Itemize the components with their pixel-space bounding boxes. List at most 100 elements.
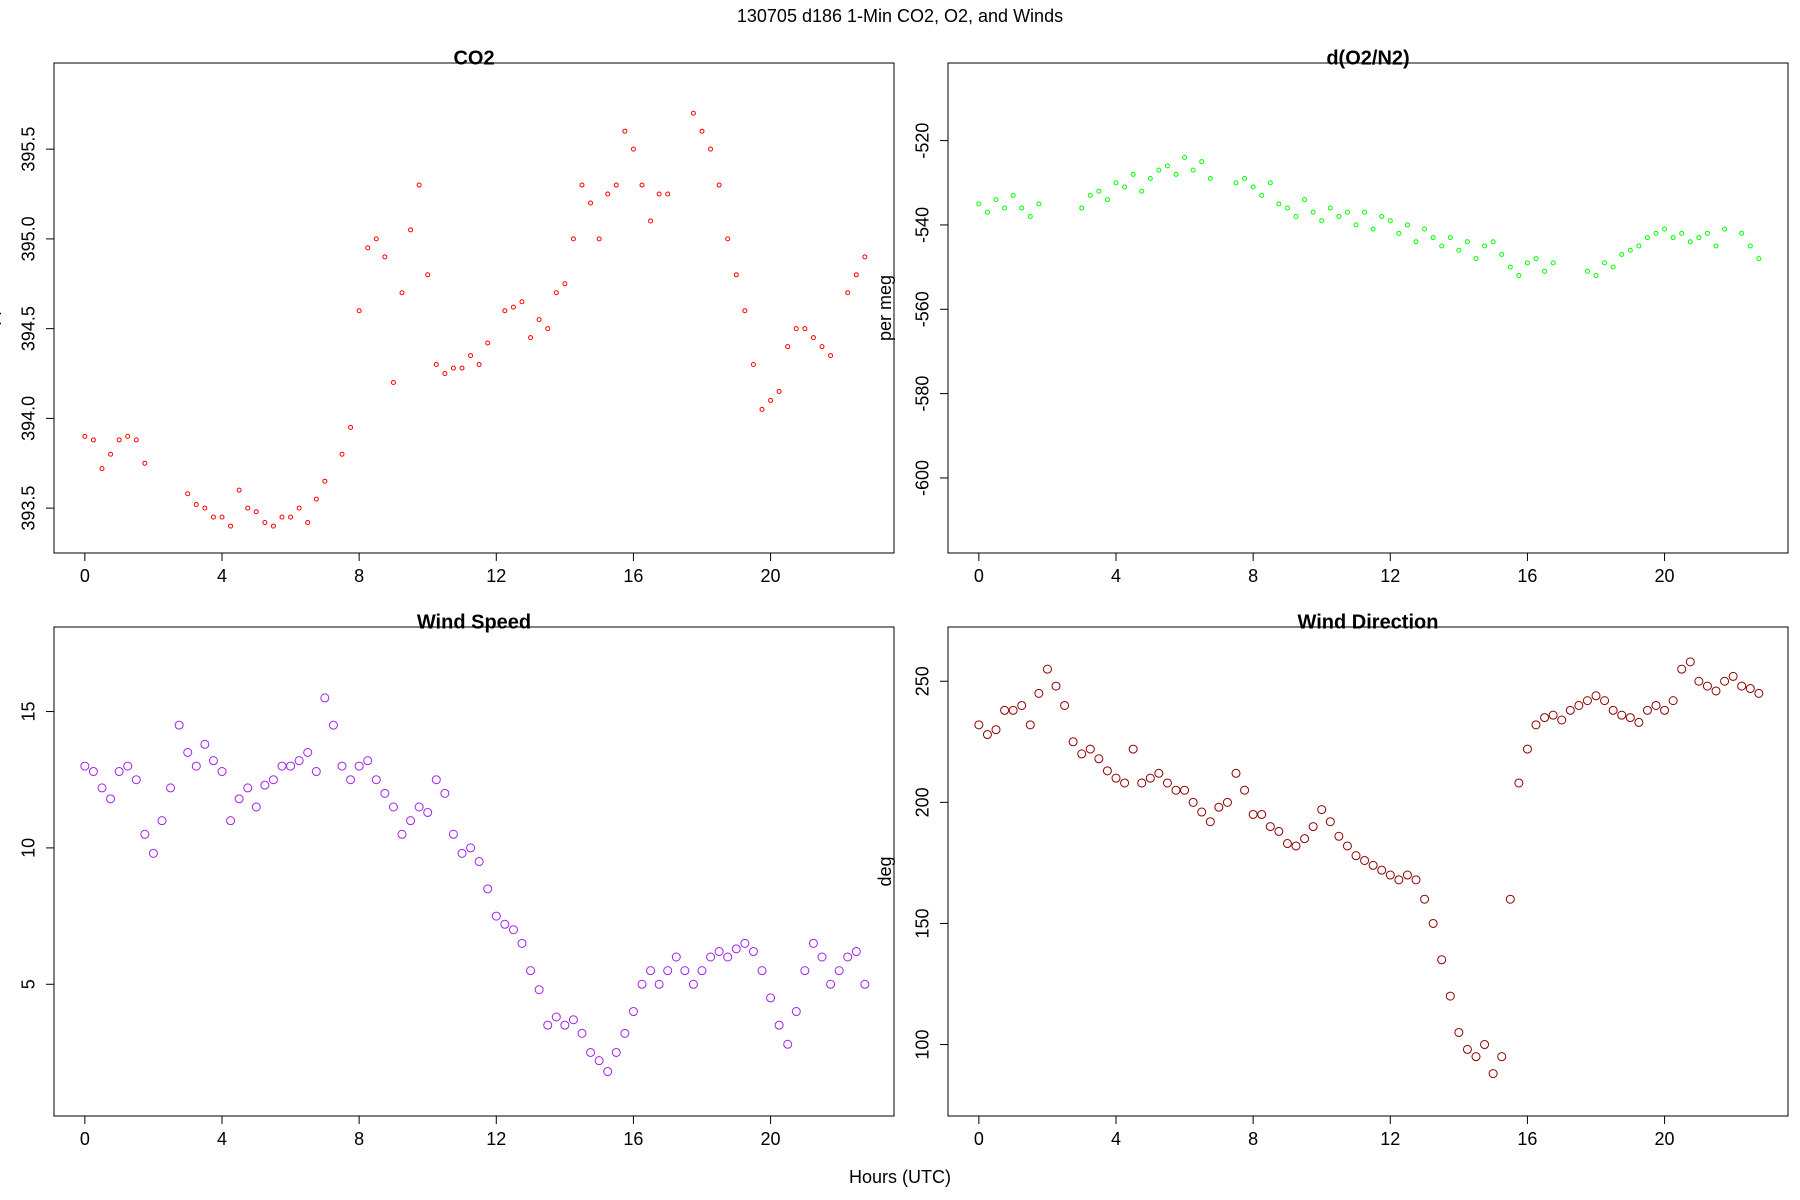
data-point	[716, 182, 722, 188]
data-point	[613, 182, 619, 188]
data-point	[174, 720, 184, 730]
data-point	[373, 236, 379, 242]
data-point	[1422, 226, 1428, 232]
data-point	[399, 290, 405, 296]
data-point	[1154, 768, 1164, 778]
data-point	[270, 523, 276, 529]
data-point	[1514, 778, 1524, 788]
data-point	[766, 993, 776, 1003]
data-point	[311, 767, 321, 777]
data-point	[976, 201, 982, 207]
data-point	[1233, 180, 1239, 186]
data-point	[1679, 230, 1685, 236]
y-tick-label: -600	[913, 460, 933, 496]
data-point	[553, 290, 559, 296]
data-point	[1610, 264, 1616, 270]
data-point	[1653, 230, 1659, 236]
data-point	[974, 720, 984, 730]
data-point	[1396, 230, 1402, 236]
data-point	[1582, 696, 1592, 706]
data-point	[622, 128, 628, 134]
data-point	[1602, 260, 1608, 266]
data-point	[1490, 239, 1496, 245]
data-point	[1317, 805, 1327, 815]
data-point	[708, 146, 714, 152]
x-tick-label: 16	[623, 566, 643, 586]
data-point	[450, 365, 456, 371]
data-point	[406, 816, 416, 826]
data-point	[1739, 230, 1745, 236]
data-point	[596, 236, 602, 242]
data-point	[1377, 865, 1387, 875]
data-point	[1310, 209, 1316, 215]
data-point	[363, 756, 373, 766]
data-point	[1250, 184, 1256, 190]
data-point	[991, 725, 1001, 735]
data-point	[371, 775, 381, 785]
y-tick-label: -540	[913, 207, 933, 243]
data-point	[1531, 720, 1541, 730]
data-point	[90, 437, 96, 443]
data-point	[740, 938, 750, 948]
data-point	[354, 761, 364, 771]
data-point	[1600, 696, 1610, 706]
data-point	[1505, 894, 1515, 904]
data-point	[125, 433, 131, 439]
data-point	[1660, 705, 1670, 715]
data-point	[671, 952, 681, 962]
data-point	[1188, 797, 1198, 807]
data-point	[1240, 785, 1250, 795]
data-point	[185, 491, 191, 497]
data-point	[99, 466, 105, 472]
data-point	[1737, 681, 1747, 691]
data-point	[545, 326, 551, 332]
y-tick-label: 5	[19, 979, 39, 989]
data-point	[828, 353, 834, 359]
data-point	[1199, 159, 1205, 165]
data-point	[502, 308, 508, 314]
data-point	[834, 966, 844, 976]
data-point	[1085, 744, 1095, 754]
panel: Wind Direction deg 0 4 8 12 16 20 100 150 200 250	[875, 611, 1789, 1149]
data-point	[303, 747, 313, 757]
data-point	[663, 966, 673, 976]
data-point	[1565, 705, 1575, 715]
data-point	[560, 1020, 570, 1030]
data-point	[1754, 688, 1764, 698]
data-point	[1010, 192, 1016, 198]
data-point	[106, 794, 116, 804]
data-point	[1000, 705, 1010, 715]
data-point	[1291, 841, 1301, 851]
data-point	[1524, 260, 1530, 266]
data-point	[1584, 268, 1590, 274]
y-tick-label: 150	[913, 908, 933, 938]
data-point	[1111, 773, 1121, 783]
data-point	[1360, 855, 1370, 865]
data-point	[588, 200, 594, 206]
y-tick-label: 395.0	[19, 216, 39, 261]
data-point	[226, 816, 236, 826]
data-point	[1017, 700, 1027, 710]
data-point	[1651, 700, 1661, 710]
data-point	[1214, 802, 1224, 812]
data-point	[228, 523, 234, 529]
data-point	[1008, 705, 1018, 715]
data-point	[1454, 1027, 1464, 1037]
data-point	[776, 388, 782, 394]
x-tick-label: 8	[1248, 566, 1258, 586]
data-point	[757, 966, 767, 976]
data-point	[1180, 785, 1190, 795]
data-point	[1533, 256, 1539, 262]
data-point	[742, 308, 748, 314]
data-point	[1634, 717, 1644, 727]
data-point	[1156, 167, 1162, 173]
data-point	[114, 767, 124, 777]
data-point	[1068, 737, 1078, 747]
data-point	[1722, 226, 1728, 232]
data-point	[440, 788, 450, 798]
data-point	[108, 451, 114, 457]
data-point	[448, 829, 458, 839]
data-point	[1042, 664, 1052, 674]
data-point	[1696, 235, 1702, 241]
data-point	[517, 938, 527, 948]
